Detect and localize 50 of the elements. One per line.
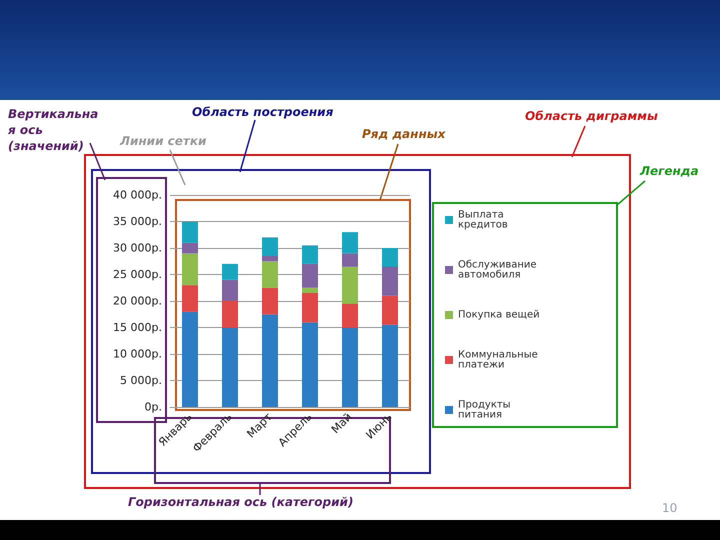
bar [262,314,278,407]
y-tick-label: 40 000р. [113,188,162,202]
bar [182,253,198,286]
bar [382,296,398,325]
legend-label: Покупка вещей [458,310,540,320]
bar [262,288,278,314]
bar [222,328,238,407]
y-tick-label: 25 000р. [113,268,162,281]
bar [302,245,318,264]
text: Область диграммы [525,109,658,123]
bar [342,328,358,407]
bar [302,288,318,294]
y-tick-label: 5 000р. [120,374,162,387]
text: Область построения [192,105,334,119]
legend-label: Коммунальные платежи [458,350,541,370]
bar [182,312,198,407]
bar [382,266,398,296]
y-tick-label: 15 000р. [113,321,162,334]
text: Ряд данных [362,127,447,141]
y-tick-label: 10 000р. [113,348,162,360]
bar [182,285,198,312]
y-tick-label: 20 000р. [113,294,162,308]
bar [302,264,318,288]
bar [222,301,238,328]
bar [262,237,278,256]
bar [302,322,318,407]
bar [262,261,278,288]
legend-label: Выплата кредитов [458,210,508,230]
y-tick-label: 30 000р. [113,242,162,254]
text: Горизонтальная ось (категорий) [128,495,354,509]
bar [382,324,398,407]
bar [342,232,358,254]
y-tick-label: 0р. [144,400,162,414]
bar [342,304,358,328]
bar [302,293,318,322]
bar [262,256,278,262]
bar [382,248,398,267]
legend-label: Продукты питания [458,400,514,420]
bar [342,266,358,304]
bar [182,222,198,243]
y-tick-label: 35 000р. [113,215,162,228]
bar [222,280,238,301]
text: Линии сетки [119,134,208,148]
bar [182,242,198,254]
bar [342,253,358,267]
text: Легенда [639,164,699,178]
bar [222,264,238,280]
legend-label: Обслуживание автомобиля [458,260,540,280]
text: Вертикальная ось (значений) [7,107,98,153]
text: 10 [662,501,678,515]
